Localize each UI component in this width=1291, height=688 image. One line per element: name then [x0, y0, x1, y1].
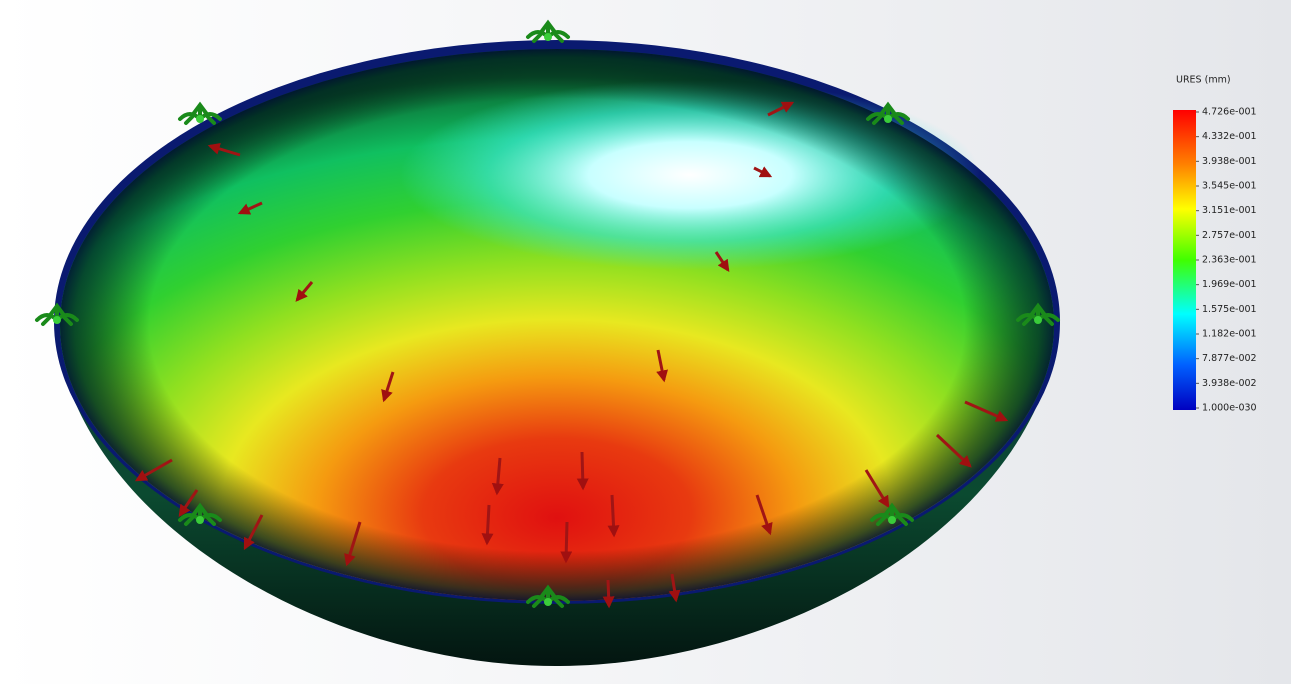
load-arrow: [487, 505, 489, 543]
fixture-node: [544, 33, 552, 41]
legend-label: 3.545e-001: [1202, 181, 1257, 192]
viewport: URES (mm) 4.726e-001 4.332e-001 3.938e-001…: [0, 0, 1291, 684]
load-arrow: [582, 452, 583, 488]
legend-label: 1.575e-001: [1202, 304, 1257, 315]
page: URES (mm) 4.726e-001 4.332e-001 3.938e-001…: [0, 0, 1291, 684]
legend-label: 1.969e-001: [1202, 279, 1257, 290]
fixture-node: [196, 115, 204, 123]
legend-label: 4.332e-001: [1202, 131, 1257, 142]
fixture-node: [53, 316, 61, 324]
legend-label: 2.757e-001: [1202, 230, 1257, 241]
legend-label: 1.182e-001: [1202, 329, 1257, 340]
legend-label: 2.363e-001: [1202, 255, 1257, 266]
fixture-node: [884, 115, 892, 123]
legend-label: 3.151e-001: [1202, 205, 1257, 216]
fixture-node: [1034, 316, 1042, 324]
legend-label: 1.000e-030: [1202, 403, 1257, 414]
fixture-node: [544, 598, 552, 606]
load-arrow: [612, 495, 614, 535]
legend-label: 3.938e-001: [1202, 156, 1257, 167]
fixture-node: [888, 516, 896, 524]
fixture-node: [196, 516, 204, 524]
load-arrow: [566, 522, 567, 561]
legend-label: 7.877e-002: [1202, 353, 1257, 364]
legend-label: 4.726e-001: [1202, 107, 1257, 118]
load-arrow: [608, 580, 609, 606]
color-bar: [1173, 110, 1196, 410]
legend-label: 3.938e-002: [1202, 378, 1257, 389]
legend-title: URES (mm): [1176, 75, 1231, 86]
